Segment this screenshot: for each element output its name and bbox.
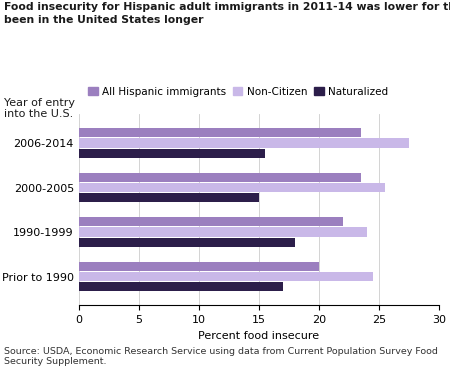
Bar — [79, 138, 409, 148]
Text: been in the United States longer: been in the United States longer — [4, 15, 204, 25]
Text: Food insecurity for Hispanic adult immigrants in 2011-14 was lower for those who: Food insecurity for Hispanic adult immig… — [4, 2, 450, 12]
Bar — [79, 173, 361, 182]
Bar — [79, 272, 373, 281]
Bar — [79, 193, 259, 202]
Bar — [79, 262, 319, 271]
Bar — [79, 227, 367, 237]
Text: Year of entry
into the U.S.: Year of entry into the U.S. — [4, 98, 76, 119]
X-axis label: Percent food insecure: Percent food insecure — [198, 331, 320, 341]
Bar — [79, 217, 343, 226]
Bar — [79, 128, 361, 137]
Legend: All Hispanic immigrants, Non-Citizen, Naturalized: All Hispanic immigrants, Non-Citizen, Na… — [84, 83, 392, 101]
Bar — [79, 183, 385, 192]
Bar — [79, 238, 295, 247]
Bar — [79, 149, 265, 158]
Text: Source: USDA, Economic Research Service using data from Current Population Surve: Source: USDA, Economic Research Service … — [4, 347, 438, 366]
Bar — [79, 282, 283, 291]
